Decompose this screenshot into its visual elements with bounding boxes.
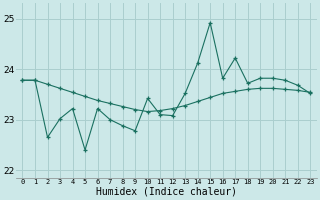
X-axis label: Humidex (Indice chaleur): Humidex (Indice chaleur): [96, 187, 237, 197]
